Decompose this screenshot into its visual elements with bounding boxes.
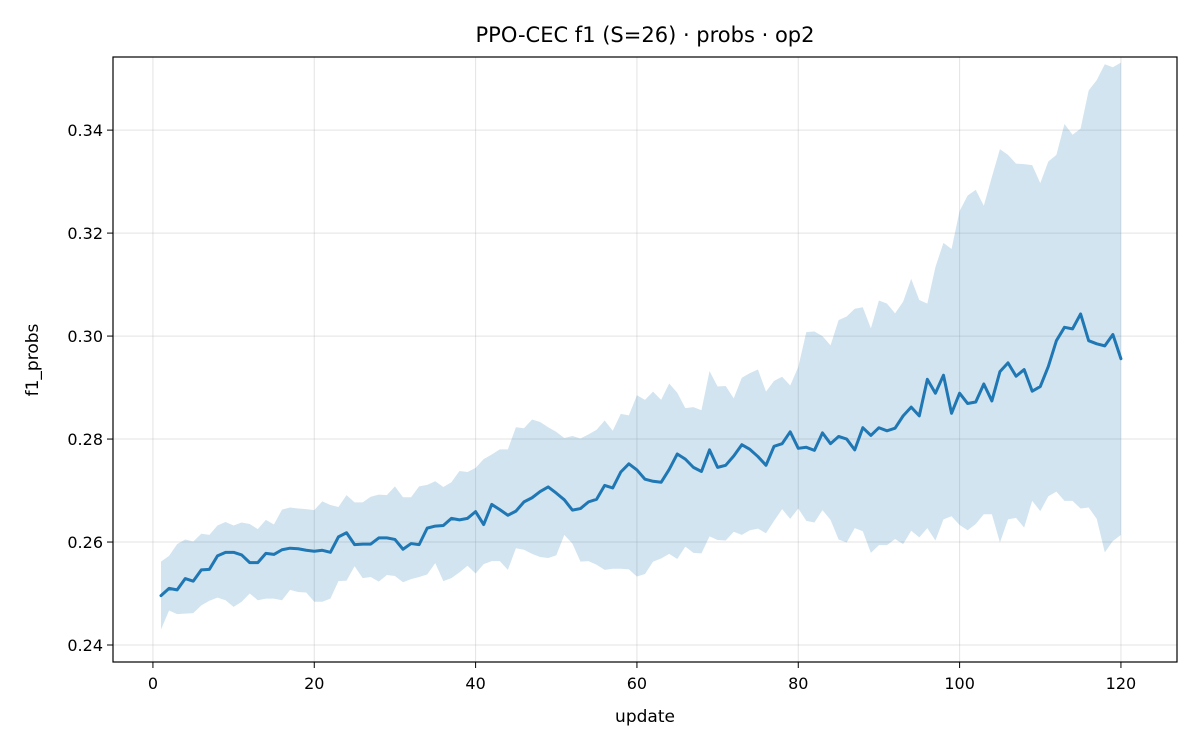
y-tick-label: 0.24: [67, 636, 103, 655]
x-tick-label: 60: [627, 674, 647, 693]
y-tick-label: 0.26: [67, 533, 103, 552]
x-tick-label: 20: [304, 674, 324, 693]
confidence-band: [161, 62, 1121, 630]
x-tick-label: 100: [944, 674, 975, 693]
mean-line: [159, 312, 1123, 598]
grid-lines: [113, 57, 1177, 662]
x-tick-label: 80: [788, 674, 808, 693]
y-tick-label: 0.30: [67, 327, 103, 346]
x-tick-label: 120: [1106, 674, 1137, 693]
chart-title: PPO-CEC f1 (S=26) · probs · op2: [476, 23, 815, 47]
x-tick-label: 0: [148, 674, 158, 693]
y-axis-ticks: 0.24 0.26 0.28 0.30 0.32 0.34: [67, 121, 113, 655]
y-tick-label: 0.32: [67, 224, 103, 243]
x-axis-ticks: 0 20 40 60 80 100 120: [148, 662, 1136, 693]
y-axis-label: f1_probs: [23, 323, 43, 396]
y-tick-label: 0.34: [67, 121, 103, 140]
y-tick-label: 0.28: [67, 430, 103, 449]
plot-frame: [112, 56, 1178, 663]
x-axis-label: update: [615, 707, 675, 727]
x-tick-label: 40: [465, 674, 485, 693]
